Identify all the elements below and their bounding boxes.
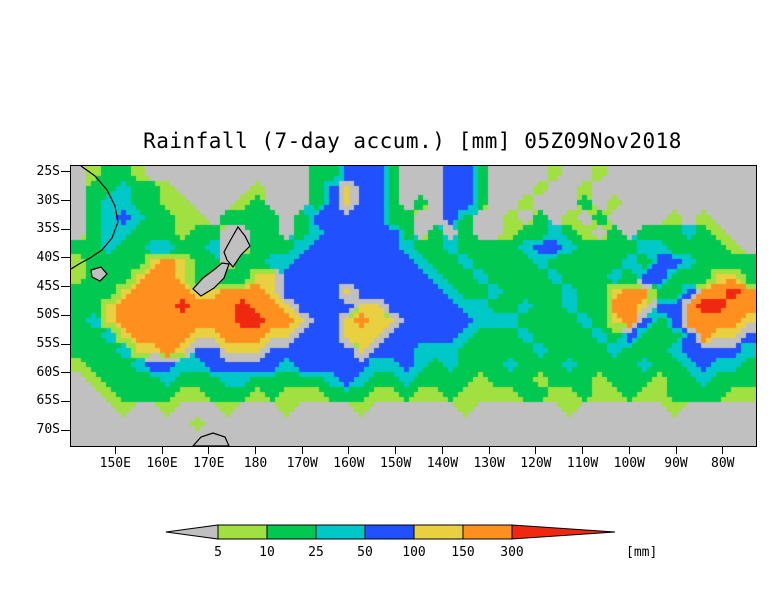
x-tick-label: 110W xyxy=(566,456,599,471)
y-tick-label: 40S xyxy=(36,249,60,265)
colorbar: 5 10 25 50 100 150 300 [mm] xyxy=(165,524,657,560)
x-tick-mark xyxy=(488,446,490,454)
coastlines-overlay xyxy=(71,166,251,446)
x-tick-label: 160E xyxy=(146,456,178,471)
colorbar-segment xyxy=(413,524,464,540)
rainfall-heatmap-canvas xyxy=(71,166,756,446)
tasmania-coastline xyxy=(90,266,108,282)
colorbar-tick-label: 100 xyxy=(402,545,425,560)
new-zealand-south-island-coastline xyxy=(192,262,230,297)
x-tick-label: 180 xyxy=(243,456,268,471)
y-tick-label: 65S xyxy=(36,393,60,409)
x-tick-label: 170W xyxy=(286,456,318,471)
x-tick-mark xyxy=(628,446,630,454)
x-tick-label: 150W xyxy=(380,456,412,471)
y-tick-label: 50S xyxy=(36,307,60,323)
x-tick-mark xyxy=(114,446,116,454)
colorbar-tick-label: 10 xyxy=(259,545,275,560)
y-tick-label: 45S xyxy=(36,278,60,294)
y-tick-label: 35S xyxy=(36,221,60,237)
colorbar-tick-label: 5 xyxy=(214,545,222,560)
y-tick-mark xyxy=(61,257,70,259)
colorbar-segment xyxy=(266,524,317,540)
x-tick-mark xyxy=(348,446,350,454)
colorbar-below-min-arrow xyxy=(165,524,219,540)
colorbar-segment xyxy=(462,524,513,540)
x-tick-mark xyxy=(675,446,677,454)
x-tick-label: 130W xyxy=(473,456,505,471)
x-tick-mark xyxy=(722,446,724,454)
x-tick-label: 120W xyxy=(520,456,552,471)
new-zealand-north-island-coastline xyxy=(223,225,251,268)
x-tick-label: 160W xyxy=(333,456,365,471)
colorbar-segment xyxy=(364,524,415,540)
y-tick-mark xyxy=(61,200,70,202)
antarctica-coastline xyxy=(192,432,230,446)
x-tick-label: 140W xyxy=(426,456,459,471)
x-tick-label: 170E xyxy=(193,456,225,471)
y-tick-mark xyxy=(61,429,70,431)
x-tick-mark xyxy=(395,446,397,454)
x-tick-label: 80W xyxy=(711,456,735,471)
y-tick-mark xyxy=(61,372,70,374)
colorbar-tick-label: 300 xyxy=(500,545,523,560)
colorbar-segment xyxy=(315,524,366,540)
x-tick-mark xyxy=(535,446,537,454)
y-tick-label: 25S xyxy=(36,163,60,179)
y-tick-mark xyxy=(61,314,70,316)
x-tick-mark xyxy=(441,446,443,454)
colorbar-tick-label: 50 xyxy=(357,545,373,560)
colorbar-unit-label: [mm] xyxy=(626,545,657,560)
x-tick-label: 100W xyxy=(613,456,645,471)
x-tick-label: 150E xyxy=(99,456,131,471)
y-tick-mark xyxy=(61,343,70,345)
colorbar-above-max-arrow xyxy=(511,524,616,540)
x-tick-mark xyxy=(161,446,163,454)
colorbar-tick-label: 150 xyxy=(451,545,474,560)
y-tick-mark xyxy=(61,286,70,288)
y-tick-label: 70S xyxy=(36,422,60,438)
x-tick-mark xyxy=(208,446,210,454)
y-tick-label: 30S xyxy=(36,192,60,208)
colorbar-segment xyxy=(217,524,268,540)
y-tick-mark xyxy=(61,400,70,402)
chart-title: Rainfall (7-day accum.) [mm] 05Z09Nov201… xyxy=(143,129,682,153)
colorbar-tick-label: 25 xyxy=(308,545,324,560)
y-tick-mark xyxy=(61,171,70,173)
y-tick-label: 55S xyxy=(36,336,60,352)
y-tick-mark xyxy=(61,228,70,230)
x-tick-label: 90W xyxy=(664,456,688,471)
australia-east-coastline xyxy=(71,166,119,270)
map-plot-area xyxy=(70,165,757,447)
x-tick-mark xyxy=(255,446,256,454)
x-tick-mark xyxy=(301,446,303,454)
y-tick-label: 60S xyxy=(36,364,60,380)
x-tick-mark xyxy=(582,446,584,454)
